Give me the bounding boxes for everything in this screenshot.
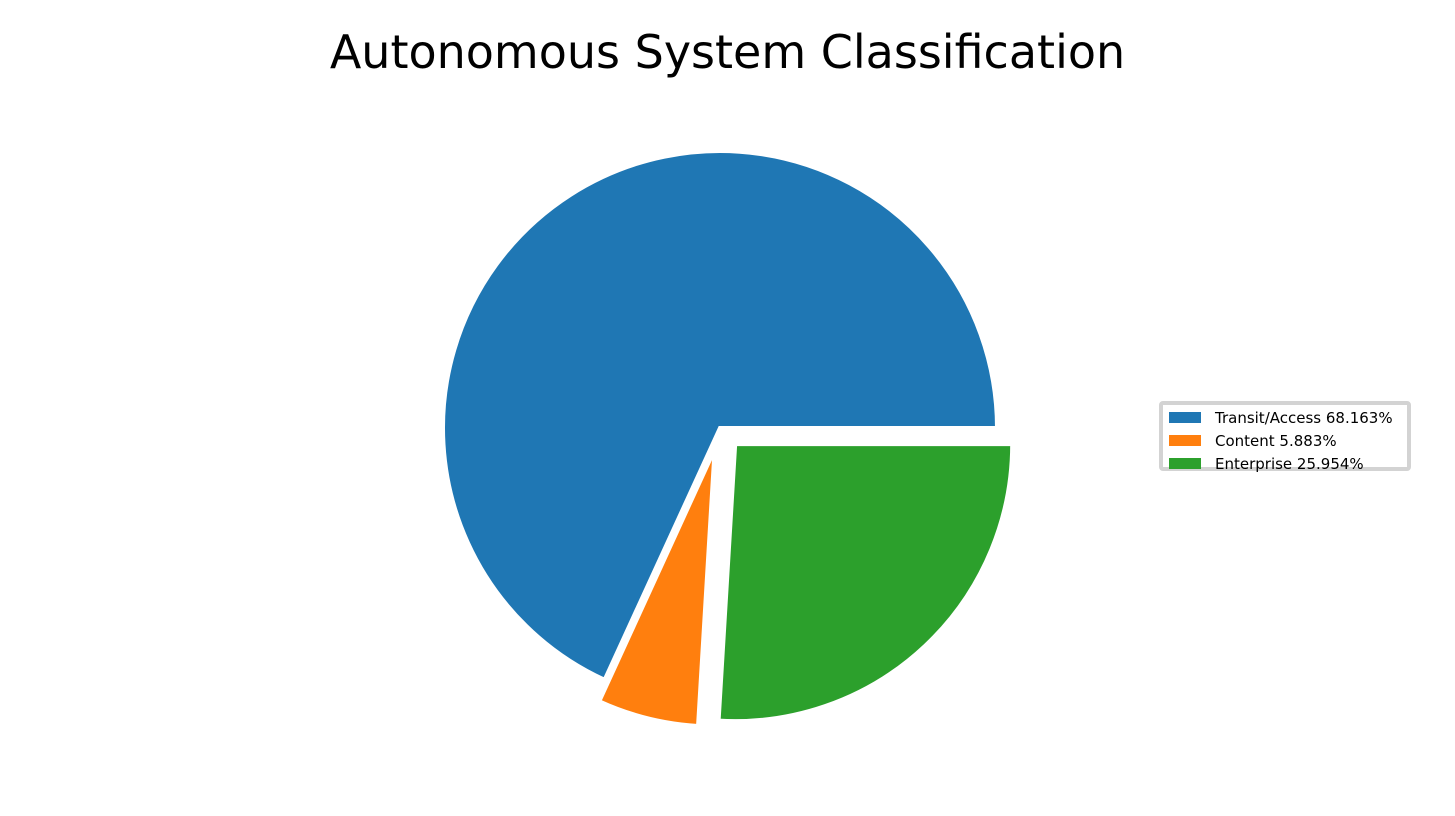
chart-title: Autonomous System Classification [329, 25, 1126, 79]
legend-label-content: Content 5.883% [1215, 431, 1337, 450]
legend-swatch-enterprise [1169, 458, 1201, 469]
legend-swatch-transit-access [1169, 412, 1201, 423]
pie-slice-content [596, 448, 717, 729]
legend-item-enterprise: Enterprise 25.954% [1166, 452, 1407, 475]
legend-swatch-content [1169, 435, 1201, 446]
legend-label-enterprise: Enterprise 25.954% [1215, 454, 1364, 473]
legend-label-transit-access: Transit/Access 68.163% [1215, 408, 1393, 427]
legend: Transit/Access 68.163% Content 5.883% En… [1159, 401, 1411, 473]
legend-item-content: Content 5.883% [1166, 429, 1407, 452]
pie-slice-transit-access [441, 149, 1000, 683]
pie-slice-enterprise [716, 442, 1015, 724]
legend-item-transit-access: Transit/Access 68.163% [1166, 406, 1407, 429]
